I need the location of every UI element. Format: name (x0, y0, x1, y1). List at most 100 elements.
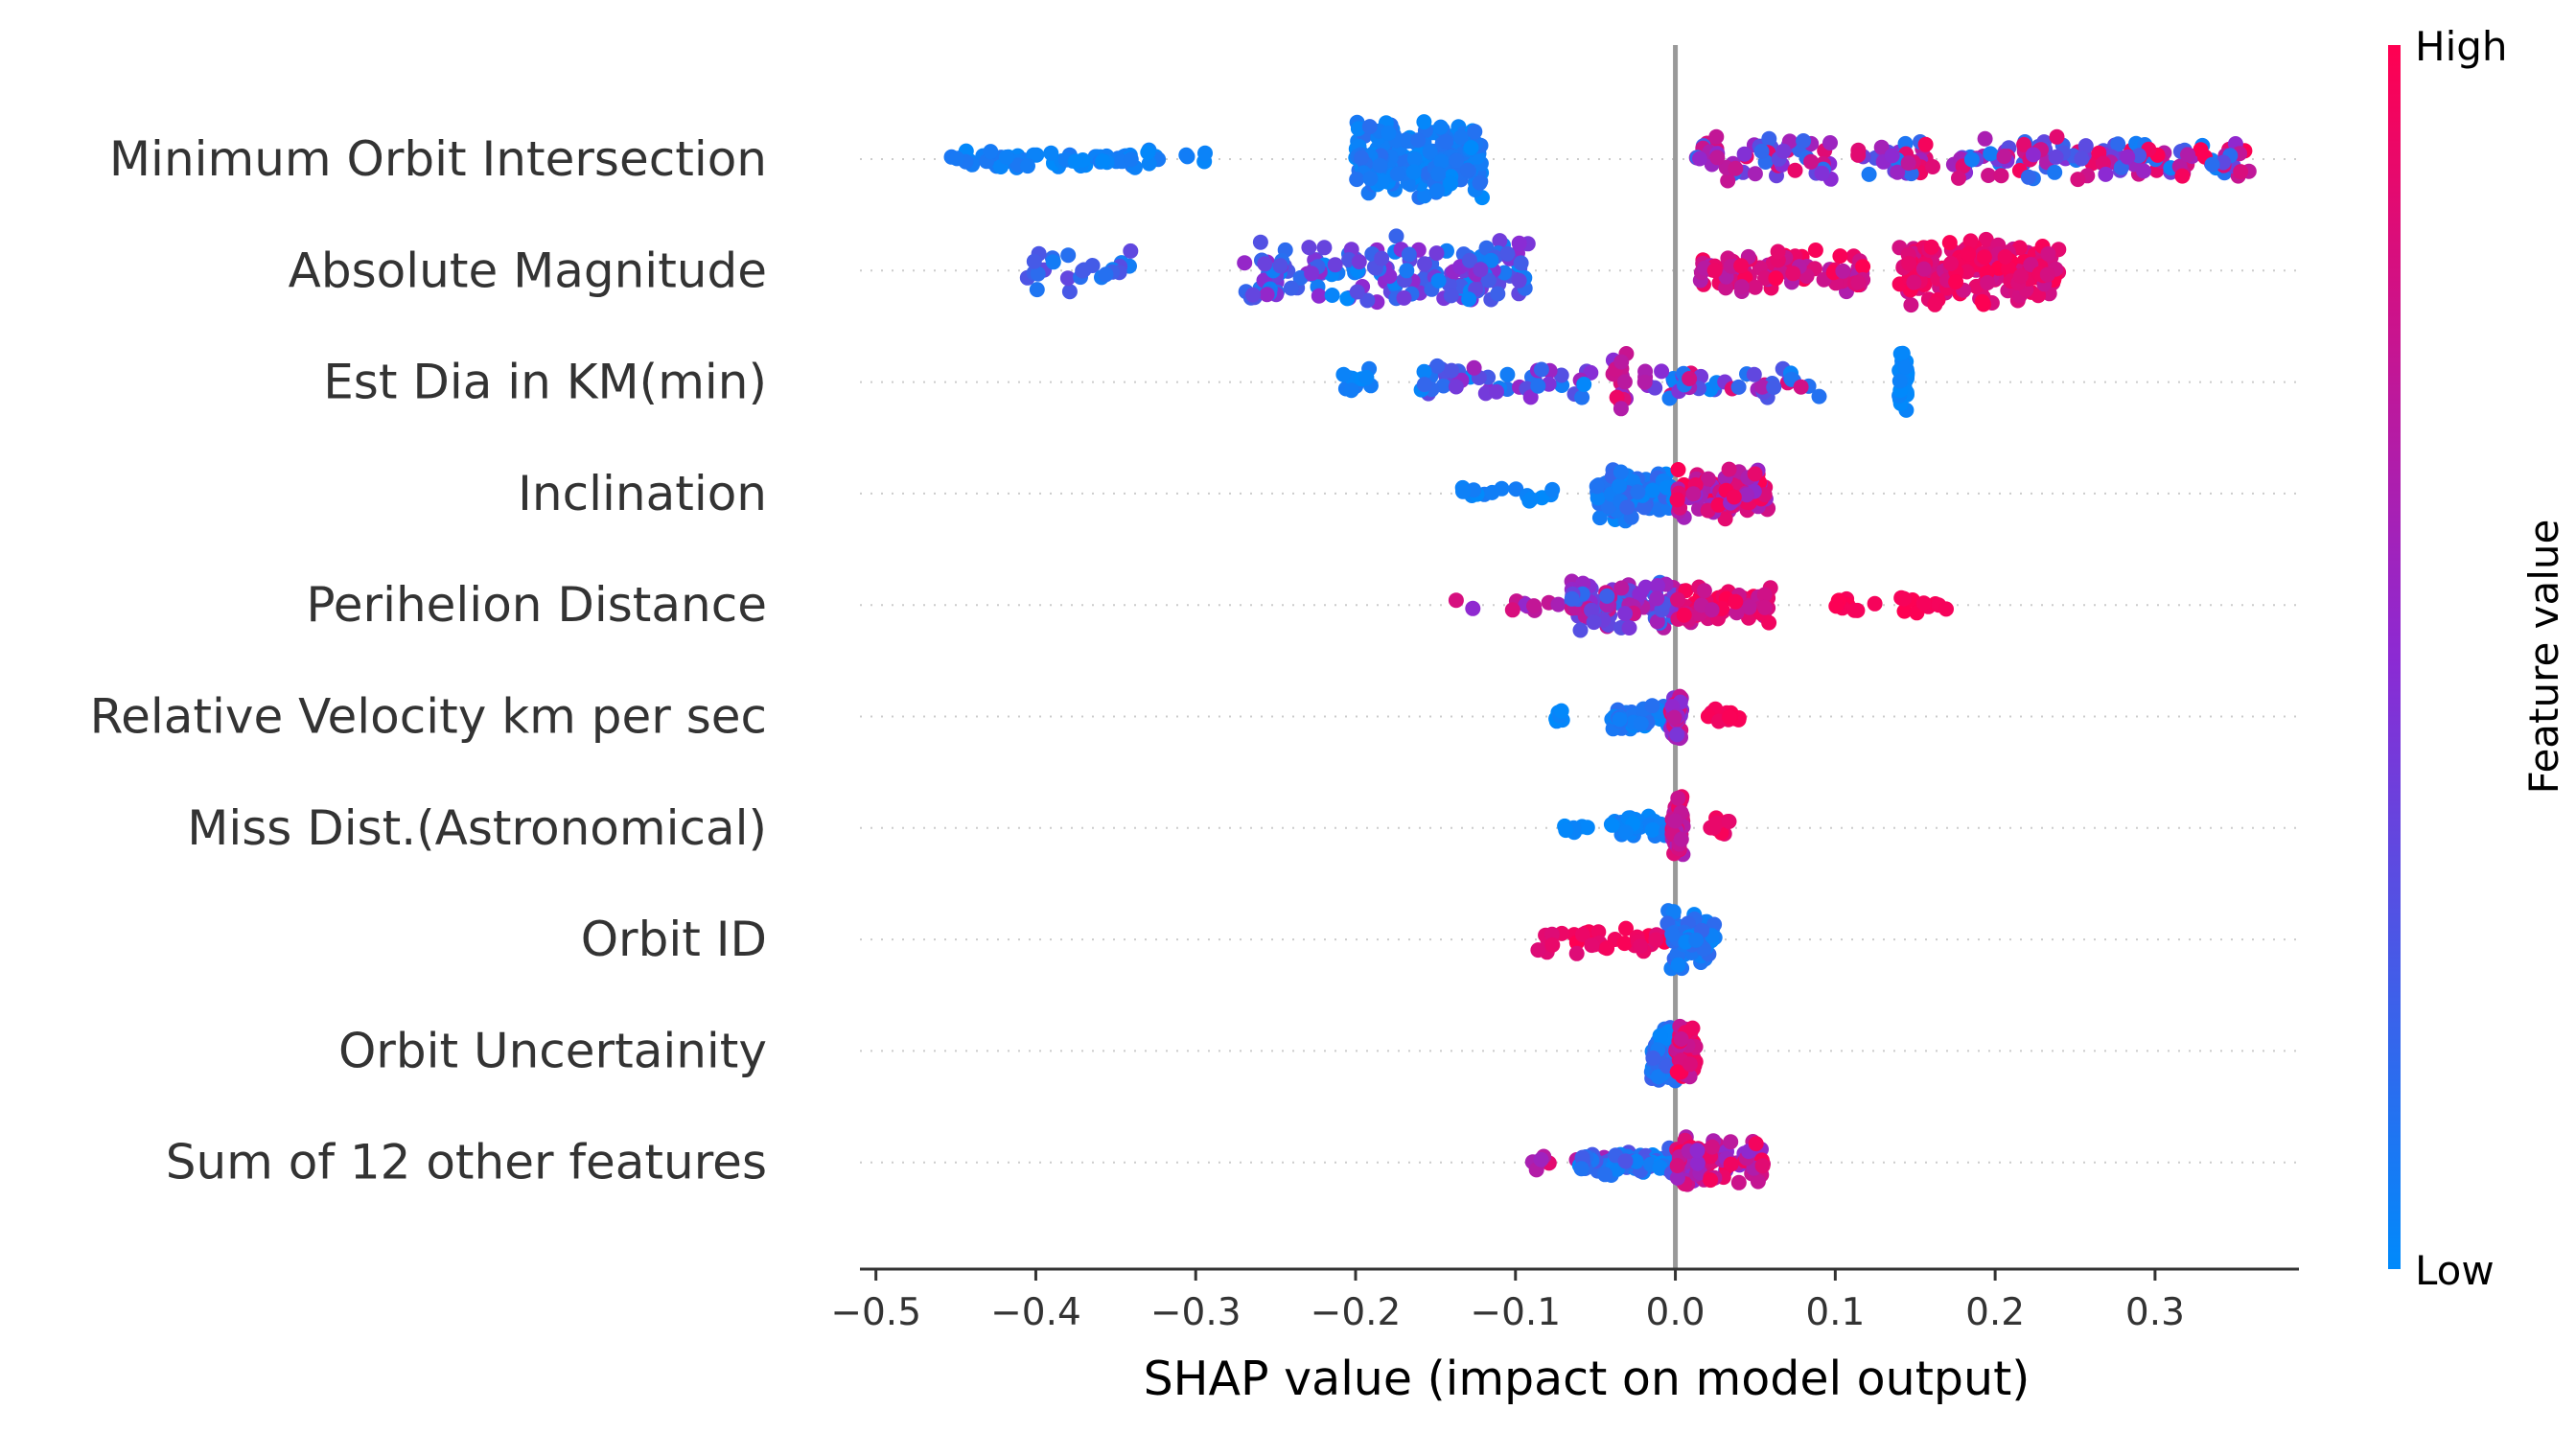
data-point (949, 150, 965, 167)
data-point (1890, 164, 1906, 180)
feature-points-orbit-id (1530, 903, 1723, 977)
data-point (1432, 119, 1449, 135)
data-point (1553, 703, 1569, 719)
data-point (1043, 145, 1059, 161)
data-point (1682, 1056, 1698, 1073)
data-point (1659, 479, 1675, 496)
data-point (1747, 166, 1763, 182)
data-point (1584, 937, 1600, 954)
data-point (1938, 601, 1954, 617)
data-point (1628, 1153, 1644, 1169)
feature-points-est-dia-in-km-min (1335, 345, 1915, 418)
data-point (1636, 499, 1653, 516)
feature-label-perihelion-distance: Perihelion Distance (306, 577, 767, 633)
data-point (1354, 150, 1369, 166)
data-point (1644, 482, 1660, 498)
data-point (1733, 279, 1750, 295)
data-point (2011, 240, 2028, 256)
data-point (1621, 620, 1637, 636)
data-point (1630, 484, 1646, 500)
data-point (1460, 162, 1475, 178)
data-point (1613, 354, 1630, 370)
data-point (1943, 255, 1959, 271)
data-point (1483, 252, 1499, 268)
data-point (2001, 261, 2017, 277)
data-point (1617, 606, 1633, 622)
data-point (1511, 272, 1527, 289)
data-point (1807, 243, 1823, 258)
data-point (983, 144, 999, 160)
data-point (1666, 709, 1683, 726)
data-point (1850, 274, 1867, 290)
data-point (1736, 146, 1752, 162)
data-point (1467, 124, 1483, 140)
data-point (1682, 371, 1698, 386)
x-axis: −0.5 −0.4 −0.3 −0.2 −0.1 0.0 0.1 0.2 0.3 (830, 1267, 2299, 1334)
feature-points-orbit-uncertainity (1643, 1018, 1704, 1089)
data-point (1453, 129, 1469, 146)
x-tick-label: −0.1 (1470, 1291, 1561, 1334)
data-point (1324, 288, 1340, 303)
data-point (1796, 133, 1812, 149)
data-point (1462, 252, 1477, 268)
feature-label-minimum-orbit-intersection: Minimum Orbit Intersection (109, 131, 767, 187)
data-point (1700, 471, 1716, 487)
data-point (1673, 1031, 1689, 1047)
data-point (1915, 261, 1932, 277)
feature-label-est-dia-in-km-min: Est Dia in KM(min) (323, 355, 767, 410)
data-point (2039, 266, 2055, 283)
data-point (1884, 148, 1900, 164)
data-point (1733, 258, 1750, 274)
data-point (1304, 266, 1320, 282)
data-point (1429, 358, 1446, 374)
data-point (2120, 149, 2136, 165)
data-point (1438, 133, 1454, 150)
data-point (1846, 602, 1863, 618)
data-point (1589, 478, 1605, 495)
data-point (1433, 153, 1450, 170)
data-point (1616, 374, 1633, 390)
data-point (1684, 1020, 1701, 1036)
data-point (1948, 274, 1964, 289)
data-point (1867, 595, 1883, 612)
x-tick-label: 0.0 (1646, 1291, 1706, 1334)
feature-label-orbit-uncertainity: Orbit Uncertainity (338, 1023, 767, 1078)
data-point (1803, 153, 1819, 170)
data-point (1746, 366, 1762, 382)
data-point (1721, 814, 1737, 829)
data-point (1430, 166, 1447, 182)
colorbar-high-label: High (2415, 23, 2508, 70)
colorbar-title: Feature value (2520, 520, 2567, 795)
feature-label-orbit-id: Orbit ID (581, 912, 767, 967)
data-point (1903, 297, 1919, 313)
data-point (1708, 128, 1725, 145)
data-point (1787, 162, 1803, 178)
data-point (1730, 379, 1747, 395)
data-point (2233, 164, 2249, 180)
feature-label-absolute-magnitude: Absolute Magnitude (289, 243, 767, 298)
data-point (2174, 168, 2191, 184)
data-point (1473, 262, 1489, 278)
data-point (1915, 595, 1932, 612)
data-point (1706, 820, 1722, 836)
data-point (1550, 596, 1566, 612)
data-point (1756, 599, 1773, 615)
data-point (1814, 165, 1830, 181)
data-point (1435, 378, 1451, 394)
data-point (1597, 1167, 1613, 1183)
data-point (1067, 153, 1083, 170)
data-point (1544, 481, 1561, 497)
data-point (1976, 249, 1992, 266)
data-point (2049, 128, 2065, 145)
data-point (1465, 600, 1481, 616)
data-point (1923, 239, 1939, 255)
data-point (1494, 480, 1510, 497)
data-point (1095, 153, 1111, 170)
data-point (1691, 150, 1707, 167)
data-point (1670, 957, 1686, 973)
data-point (1892, 346, 1909, 361)
data-point (1633, 938, 1648, 955)
data-point (1644, 698, 1660, 714)
data-point (1490, 286, 1506, 302)
data-point (1900, 155, 1916, 172)
